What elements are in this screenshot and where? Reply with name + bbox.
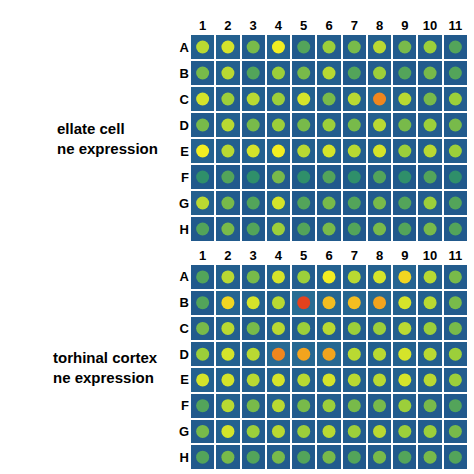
svg-text:4: 4: [275, 18, 283, 33]
svg-text:9: 9: [401, 248, 408, 263]
svg-text:5: 5: [300, 248, 307, 263]
svg-text:9: 9: [401, 18, 408, 33]
svg-text:6: 6: [325, 248, 332, 263]
svg-text:1: 1: [199, 18, 206, 33]
svg-text:5: 5: [300, 18, 307, 33]
svg-text:11: 11: [448, 248, 462, 263]
svg-text:2: 2: [224, 248, 231, 263]
svg-text:1: 1: [199, 248, 206, 263]
svg-text:10: 10: [423, 18, 437, 33]
svg-text:3: 3: [250, 18, 257, 33]
svg-text:F: F: [181, 170, 189, 185]
svg-text:G: G: [179, 196, 189, 211]
svg-text:C: C: [180, 321, 190, 336]
svg-text:F: F: [181, 398, 189, 413]
svg-text:H: H: [180, 222, 189, 237]
svg-text:7: 7: [351, 18, 358, 33]
svg-text:A: A: [180, 269, 190, 284]
svg-text:ellate cellne expression: ellate cellne expression: [57, 120, 158, 157]
svg-text:2: 2: [224, 18, 231, 33]
svg-text:D: D: [180, 347, 189, 362]
svg-text:8: 8: [376, 18, 383, 33]
svg-text:10: 10: [423, 248, 437, 263]
svg-text:H: H: [180, 450, 189, 465]
svg-text:G: G: [179, 424, 189, 439]
svg-text:C: C: [180, 92, 190, 107]
svg-text:torhinal cortexne expression: torhinal cortexne expression: [53, 349, 158, 386]
svg-text:11: 11: [448, 18, 462, 33]
svg-text:E: E: [180, 372, 189, 387]
svg-text:3: 3: [250, 248, 257, 263]
svg-text:B: B: [180, 295, 189, 310]
svg-text:8: 8: [376, 248, 383, 263]
svg-text:B: B: [180, 66, 189, 81]
svg-text:D: D: [180, 118, 189, 133]
svg-text:6: 6: [325, 18, 332, 33]
svg-text:7: 7: [351, 248, 358, 263]
svg-text:4: 4: [275, 248, 283, 263]
svg-text:A: A: [180, 40, 190, 55]
svg-text:E: E: [180, 144, 189, 159]
